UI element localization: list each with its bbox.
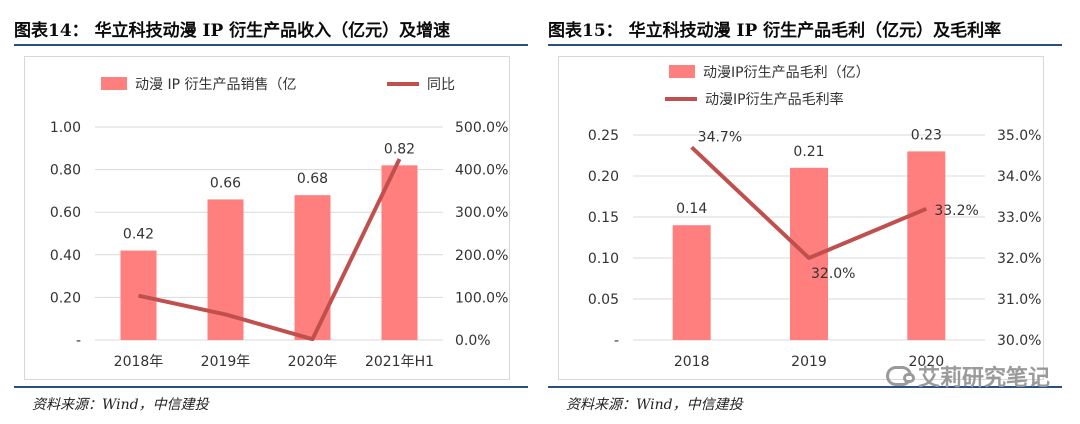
legend-bar-swatch xyxy=(101,77,127,90)
x-tick-label: 2020年 xyxy=(288,354,338,370)
line-series xyxy=(138,158,402,342)
right-tick-label: 31.0% xyxy=(997,292,1041,308)
bar-value-label: 0.68 xyxy=(297,171,328,187)
x-tick-label: 2018 xyxy=(674,354,710,370)
left-tick-label: - xyxy=(76,333,81,349)
right-tick-label: 100.0% xyxy=(455,290,508,306)
footer-rule xyxy=(548,386,1062,388)
source-note: 资料来源：Wind，中信建投 xyxy=(566,397,743,413)
bar xyxy=(120,250,157,340)
legend-label: 动漫IP衍生产品毛利率 xyxy=(705,91,844,108)
left-tick-label: 0.60 xyxy=(50,205,81,221)
line-value-label: 33.2% xyxy=(934,203,978,219)
bar-value-label: 0.66 xyxy=(210,175,241,191)
legend-bar-swatch xyxy=(669,65,695,78)
source-note: 资料来源：Wind，中信建投 xyxy=(32,397,209,413)
line-value-label: 32.0% xyxy=(811,266,855,282)
bar xyxy=(294,195,331,340)
x-tick-label: 2021年H1 xyxy=(365,354,434,370)
x-tick-label: 2019 xyxy=(791,354,827,370)
left-tick-label: 0.20 xyxy=(50,290,81,306)
right-tick-label: 34.0% xyxy=(997,169,1041,185)
right-tick-label: 35.0% xyxy=(997,128,1041,144)
right-tick-label: 32.0% xyxy=(997,251,1041,267)
right-tick-label: 0.0% xyxy=(455,333,491,349)
legend-label: 同比 xyxy=(427,77,455,93)
watermark-text: 艾莉研究笔记 xyxy=(917,366,1050,391)
x-tick-label: 2020 xyxy=(909,354,945,370)
legend-label: 动漫 IP 衍生产品销售（亿 xyxy=(135,77,296,93)
gross-profit-chart: - 30.0% 0.05 31.0% 0.10 32.0% 0.15 33.0% 0.20 34.… xyxy=(588,65,1041,370)
chart-frame: - 30.0% 0.05 31.0% 0.10 32.0% 0.15 33.0% 0.20 34.… xyxy=(558,56,1044,380)
wechat-icon xyxy=(885,366,915,386)
revenue-chart: - 0.0% 0.20 100.0% 0.40 200.0% 0.60 300.0% 0.80 4… xyxy=(50,77,508,370)
bar xyxy=(907,151,946,340)
x-tick-label: 2019年 xyxy=(201,354,251,370)
left-tick-label: 0.25 xyxy=(588,128,619,144)
figure-panel-15: 图表15： 华立科技动漫 IP 衍生产品毛利（亿元）及毛利率 - 30.0% 0.0… xyxy=(548,0,1062,424)
figure-title: 图表15： 华立科技动漫 IP 衍生产品毛利（亿元）及毛利率 xyxy=(548,21,1002,41)
line-value-label: 34.7% xyxy=(698,129,742,145)
bar-value-label: 0.23 xyxy=(911,127,942,143)
right-tick-label: 500.0% xyxy=(455,120,508,136)
chart-frame: - 0.0% 0.20 100.0% 0.40 200.0% 0.60 300.0% 0.80 4… xyxy=(24,56,510,380)
figure-title: 图表14： 华立科技动漫 IP 衍生产品收入（亿元）及增速 xyxy=(14,21,451,41)
bar-value-label: 0.14 xyxy=(676,201,707,217)
title-rule xyxy=(14,44,528,46)
title-rule xyxy=(548,44,1062,46)
bar xyxy=(672,225,711,340)
footer-rule xyxy=(14,386,528,388)
legend-label: 动漫IP衍生产品毛利（亿） xyxy=(703,65,870,81)
right-tick-label: 33.0% xyxy=(997,210,1041,226)
left-tick-label: 0.10 xyxy=(588,251,619,267)
right-tick-label: 400.0% xyxy=(455,163,508,179)
left-tick-label: 0.05 xyxy=(588,292,619,308)
bar-value-label: 0.21 xyxy=(793,144,824,160)
bar-value-label: 0.42 xyxy=(123,227,154,243)
bar-value-label: 0.82 xyxy=(384,141,415,157)
left-tick-label: 0.20 xyxy=(588,169,619,185)
right-tick-label: 30.0% xyxy=(997,333,1041,349)
left-tick-label: 0.40 xyxy=(50,248,81,264)
left-tick-label: - xyxy=(614,333,619,349)
left-tick-label: 0.15 xyxy=(588,210,619,226)
x-tick-label: 2018年 xyxy=(114,354,164,370)
watermark: 艾莉研究笔记 xyxy=(885,360,1050,392)
left-tick-label: 0.80 xyxy=(50,163,81,179)
left-tick-label: 1.00 xyxy=(50,120,81,136)
bar xyxy=(381,165,418,340)
right-tick-label: 300.0% xyxy=(455,205,508,221)
right-tick-label: 200.0% xyxy=(455,248,508,264)
figure-panel-14: 图表14： 华立科技动漫 IP 衍生产品收入（亿元）及增速 - 0.0% 0.20 1… xyxy=(14,0,528,424)
